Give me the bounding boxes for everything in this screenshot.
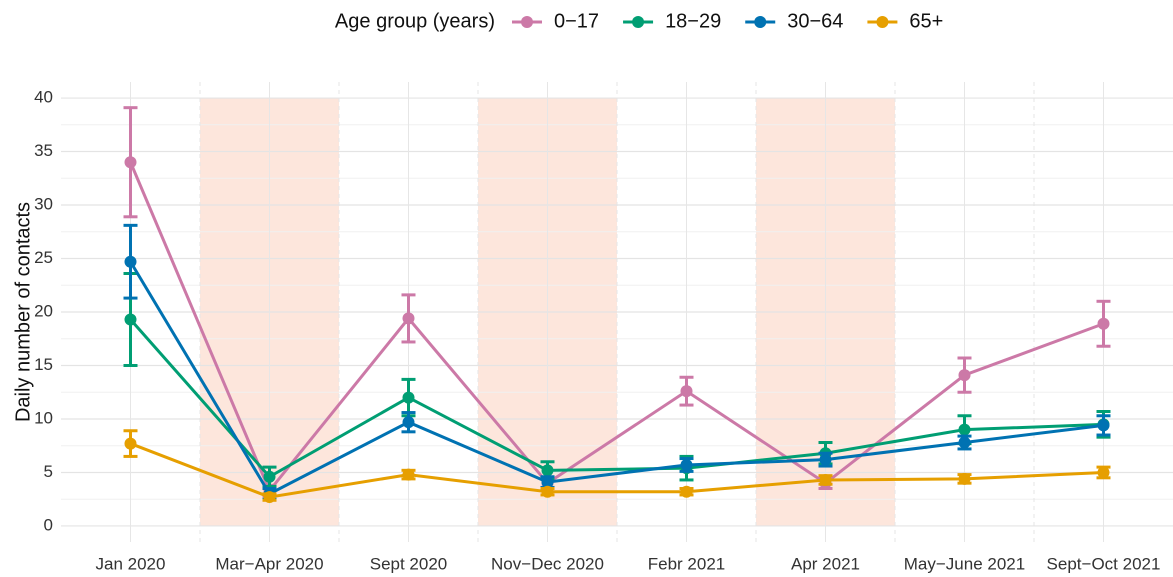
point xyxy=(263,491,276,504)
y-tick-label: 0 xyxy=(44,515,53,534)
point xyxy=(958,436,971,449)
point xyxy=(680,485,693,498)
marks xyxy=(123,106,1111,504)
point xyxy=(819,453,832,466)
y-axis-title: Daily number of contacts xyxy=(12,202,34,422)
point xyxy=(124,156,137,169)
point xyxy=(541,464,554,477)
point xyxy=(263,470,276,483)
point xyxy=(124,313,137,326)
y-tick-label: 5 xyxy=(44,462,53,481)
x-tick-label: Nov−Dec 2020 xyxy=(491,554,604,573)
y-tick-label: 40 xyxy=(34,88,53,107)
point xyxy=(958,472,971,485)
legend-label: 65+ xyxy=(909,10,943,32)
x-tick-label: May−June 2021 xyxy=(904,554,1025,573)
x-tick-label: Apr 2021 xyxy=(791,554,860,573)
point xyxy=(124,255,137,268)
point xyxy=(541,485,554,498)
point xyxy=(541,476,554,489)
x-tick-label: Sept−Oct 2021 xyxy=(1047,554,1161,573)
x-tick-label: Febr 2021 xyxy=(648,554,726,573)
y-tick-label: 35 xyxy=(34,141,53,160)
series-line xyxy=(129,442,1104,499)
point xyxy=(958,423,971,436)
x-tick-label: Jan 2020 xyxy=(96,554,166,573)
point xyxy=(680,458,693,471)
y-tick-label: 10 xyxy=(34,408,53,427)
legend-swatch-point xyxy=(632,16,645,28)
series-line xyxy=(129,260,1104,496)
point xyxy=(680,385,693,398)
x-tick-label: Mar−Apr 2020 xyxy=(215,554,323,573)
point xyxy=(958,369,971,382)
y-tick-label: 15 xyxy=(34,355,53,374)
point xyxy=(1097,419,1110,432)
legend: Age group (years) 0−17 18−29 30−64 65+ xyxy=(335,10,943,32)
point xyxy=(1097,317,1110,330)
point xyxy=(124,437,137,450)
legend-label: 0−17 xyxy=(554,10,599,32)
legend-swatch-point xyxy=(876,16,889,28)
y-tick-label: 25 xyxy=(34,248,53,267)
legend-title: Age group (years) xyxy=(335,10,495,32)
point xyxy=(402,416,415,429)
point xyxy=(402,468,415,481)
legend-label: 30−64 xyxy=(787,10,843,32)
y-tick-label: 30 xyxy=(34,195,53,214)
point xyxy=(402,391,415,404)
y-tick-label: 20 xyxy=(34,301,53,320)
series-line xyxy=(129,318,1104,479)
legend-swatch-point xyxy=(521,16,533,28)
x-tick-label: Sept 2020 xyxy=(370,554,448,573)
legend-swatch-point xyxy=(754,16,767,28)
legend-label: 18−29 xyxy=(665,10,721,32)
point xyxy=(1097,466,1110,479)
point xyxy=(402,312,415,325)
point xyxy=(819,473,832,486)
